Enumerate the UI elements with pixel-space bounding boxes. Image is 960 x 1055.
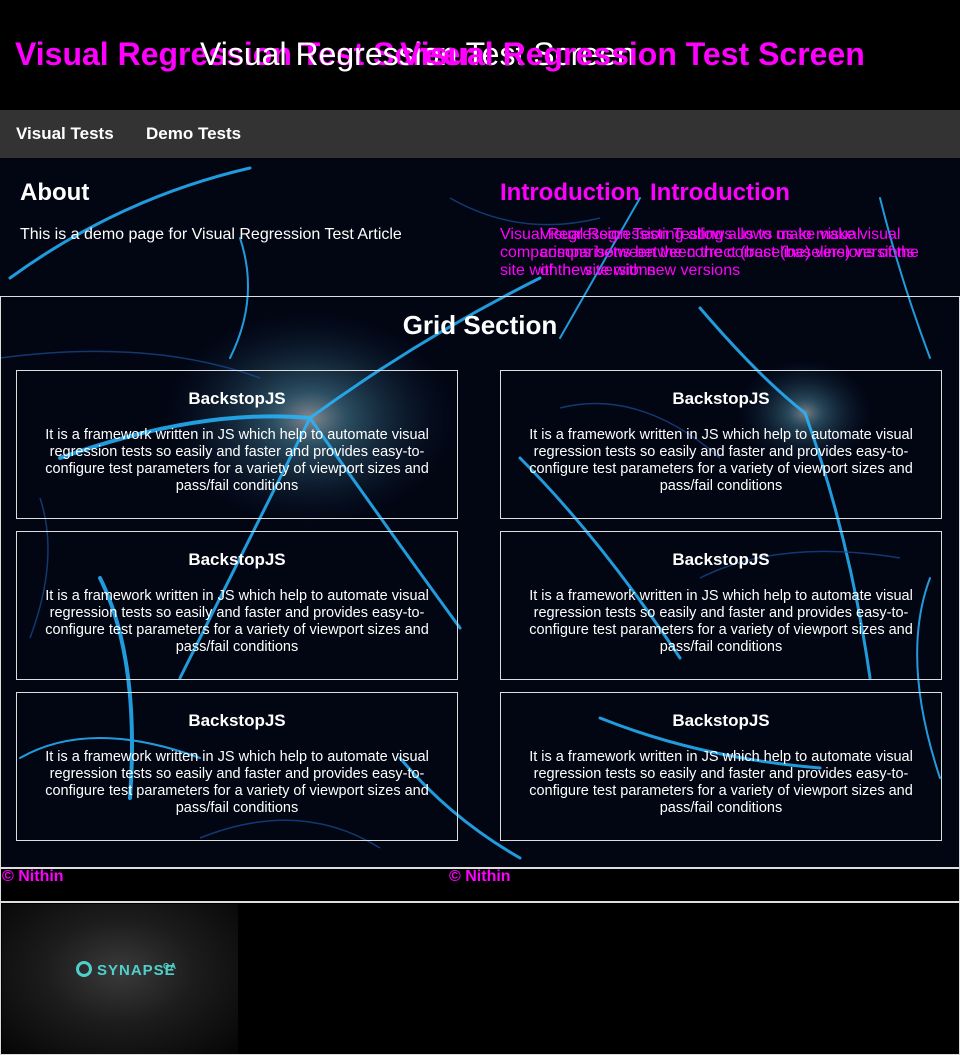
page-title-overlay-shifted: Visual Regression Test Screen	[400, 36, 865, 72]
grid-heading: Grid Section	[402, 310, 558, 340]
card-text: It is a framework written in JS which he…	[529, 749, 913, 816]
synapse-logo-icon	[76, 961, 92, 977]
top-nav: Visual Tests Demo Tests	[0, 110, 960, 158]
page-title: Visual Regression Test Screen	[15, 36, 480, 72]
about-text: This is a demo page for Visual Regressio…	[20, 226, 402, 243]
card-title: BackstopJS	[672, 389, 770, 408]
card-title: BackstopJS	[672, 711, 770, 730]
intro-heading: Introduction	[500, 179, 640, 206]
intro-heading-overlay: Introduction	[650, 179, 790, 206]
card-title: BackstopJS	[672, 550, 770, 569]
nav-link-demo-tests[interactable]: Demo Tests	[146, 124, 242, 143]
intro-text: Visual Regression Testing allows us to m…	[500, 226, 919, 279]
logo-background	[2, 904, 238, 1054]
grid-card: BackstopJS It is a framework written in …	[500, 370, 942, 519]
card-text: It is a framework written in JS which he…	[529, 427, 913, 494]
card-text: It is a framework written in JS which he…	[45, 427, 429, 494]
footer-copyright-overlay: © Nithin	[449, 868, 511, 885]
card-text: It is a framework written in JS which he…	[45, 749, 429, 816]
card-text: It is a framework written in JS which he…	[529, 588, 913, 655]
about-heading: About	[20, 179, 90, 206]
synapse-logo-text: SYNAPSE	[97, 962, 176, 979]
card-title: BackstopJS	[188, 711, 286, 730]
intro-text-overlay: Visual Regression Testing allows us to m…	[540, 226, 915, 279]
grid-card: BackstopJS It is a framework written in …	[500, 692, 942, 841]
grid-card: BackstopJS It is a framework written in …	[16, 692, 458, 841]
synapse-logo-tagline: QA	[163, 962, 177, 971]
card-title: BackstopJS	[188, 550, 286, 569]
page-header: Visual Regression Test Screen Visual Reg…	[0, 0, 960, 110]
grid-card: BackstopJS It is a framework written in …	[16, 531, 458, 680]
card-text: It is a framework written in JS which he…	[45, 588, 429, 655]
grid-card: BackstopJS It is a framework written in …	[500, 531, 942, 680]
page-footer	[0, 868, 960, 902]
neuron-background-image	[0, 158, 960, 868]
grid-card: BackstopJS It is a framework written in …	[16, 370, 458, 519]
neuron-art	[0, 158, 960, 868]
nav-link-visual-tests[interactable]: Visual Tests	[16, 124, 114, 143]
page-title-overlay: Visual Regression Test Screen	[200, 36, 635, 72]
footer-copyright: © Nithin	[2, 868, 64, 885]
card-title: BackstopJS	[188, 389, 286, 408]
